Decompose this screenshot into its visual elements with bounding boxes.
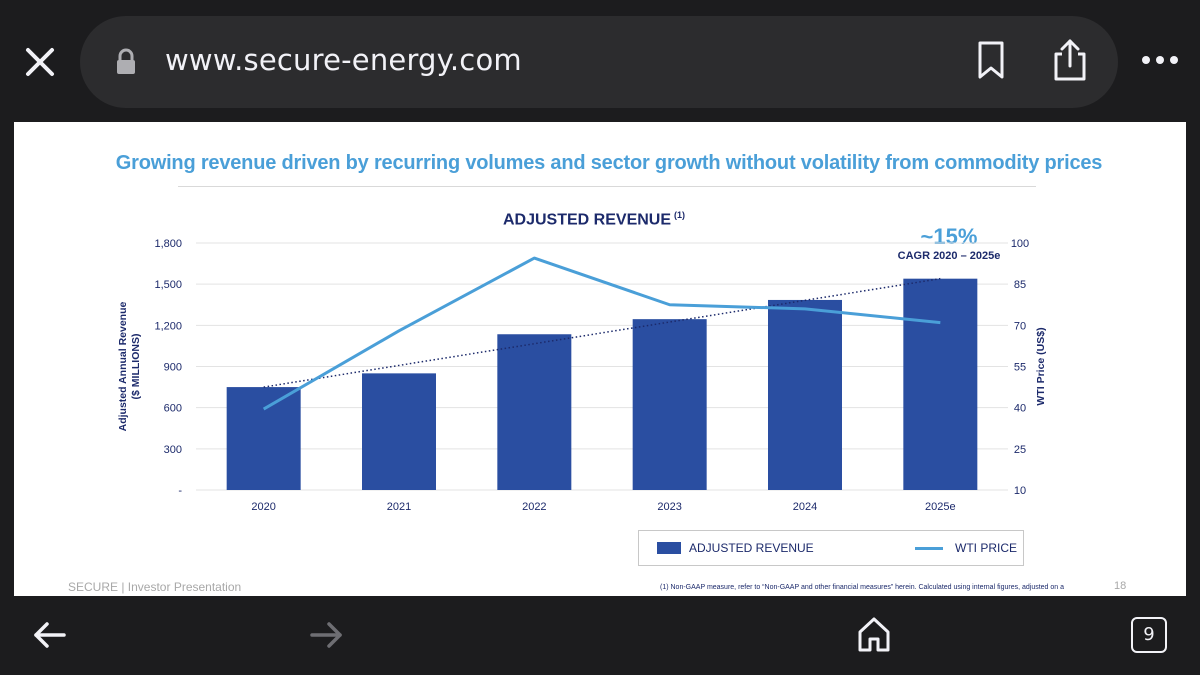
x-tick-label: 2021 bbox=[387, 501, 411, 513]
back-arrow-icon[interactable] bbox=[32, 620, 68, 650]
forward-arrow-icon[interactable] bbox=[308, 620, 344, 650]
slide-subtitle: Growing revenue driven by recurring volu… bbox=[115, 152, 1103, 174]
footnote: (1) Non-GAAP measure, refer to “Non-GAAP… bbox=[660, 584, 1065, 591]
y-axis-title: ($ MILLIONS) bbox=[130, 334, 142, 400]
legend-revenue-label: ADJUSTED REVENUE bbox=[689, 541, 814, 555]
revenue-bar bbox=[903, 278, 978, 490]
y2-tick-label: 40 bbox=[1014, 403, 1026, 415]
y-axis-title: Adjusted Annual Revenue bbox=[117, 301, 129, 431]
chart-title-footnote-marker: (1) bbox=[674, 210, 686, 220]
tabs-icon[interactable]: 9 bbox=[1131, 617, 1167, 653]
wti-price-line bbox=[262, 256, 941, 411]
revenue-bar bbox=[632, 319, 707, 490]
more-icon[interactable] bbox=[1140, 52, 1180, 68]
y-tick-label: 600 bbox=[164, 403, 182, 415]
y2-tick-label: 100 bbox=[1011, 238, 1029, 250]
y2-tick-label: 70 bbox=[1014, 320, 1026, 332]
y2-tick-label: 55 bbox=[1014, 362, 1026, 374]
x-tick-label: 2022 bbox=[522, 501, 546, 513]
revenue-bar bbox=[768, 299, 842, 490]
y-tick-label: 1,200 bbox=[154, 320, 182, 332]
presentation-slide: Growing revenue driven by recurring volu… bbox=[14, 122, 1186, 596]
url-text[interactable]: www.secure-energy.com bbox=[165, 43, 522, 77]
y-tick-label: 1,500 bbox=[154, 279, 182, 291]
y-tick-label: 1,800 bbox=[154, 238, 182, 250]
revenue-bar bbox=[497, 334, 572, 490]
share-icon[interactable] bbox=[1050, 38, 1090, 82]
cagr-value: ~15% bbox=[920, 224, 978, 249]
home-icon[interactable] bbox=[856, 614, 892, 654]
cagr-label: CAGR 2020 – 2025e bbox=[897, 250, 1001, 262]
bookmark-icon[interactable] bbox=[975, 40, 1007, 80]
y2-tick-label: 25 bbox=[1014, 444, 1026, 456]
y2-tick-label: 85 bbox=[1014, 279, 1026, 291]
browser-toolbar: www.secure-energy.com bbox=[0, 0, 1200, 122]
x-tick-label: 2023 bbox=[657, 501, 681, 513]
legend-wti-label: WTI PRICE bbox=[955, 541, 1017, 555]
revenue-chart: - 300 600 900 1,200 1,500 1,800 10 25 40 55 70 85 100… bbox=[117, 238, 1047, 513]
legend-bar-swatch bbox=[657, 542, 681, 554]
y-tick-label: 900 bbox=[164, 362, 182, 374]
y-tick-label: 300 bbox=[164, 444, 182, 456]
chart-title: ADJUSTED REVENUE (1) bbox=[14, 210, 1174, 229]
close-icon[interactable] bbox=[20, 42, 60, 82]
revenue-bar bbox=[226, 387, 301, 490]
x-tick-label: 2020 bbox=[251, 501, 275, 513]
lock-icon bbox=[117, 48, 135, 74]
y-tick-label: - bbox=[178, 485, 182, 497]
chart-title-text: ADJUSTED REVENUE bbox=[502, 211, 672, 229]
address-bar[interactable] bbox=[80, 16, 1118, 108]
browser-bottom-bar bbox=[0, 596, 1200, 675]
divider bbox=[178, 186, 1036, 187]
x-tick-label: 2024 bbox=[793, 501, 817, 513]
x-tick-label: 2025e bbox=[925, 501, 956, 513]
page-number: 18 bbox=[1114, 580, 1127, 592]
chart-legend: ADJUSTED REVENUE WTI PRICE bbox=[638, 530, 1024, 566]
slide-footer: SECURE | Investor Presentation bbox=[68, 580, 242, 594]
legend-line-swatch bbox=[915, 547, 943, 550]
y2-tick-label: 10 bbox=[1014, 485, 1026, 497]
revenue-bar bbox=[362, 373, 436, 490]
y2-axis-title: WTI Price (US$) bbox=[1035, 327, 1047, 405]
